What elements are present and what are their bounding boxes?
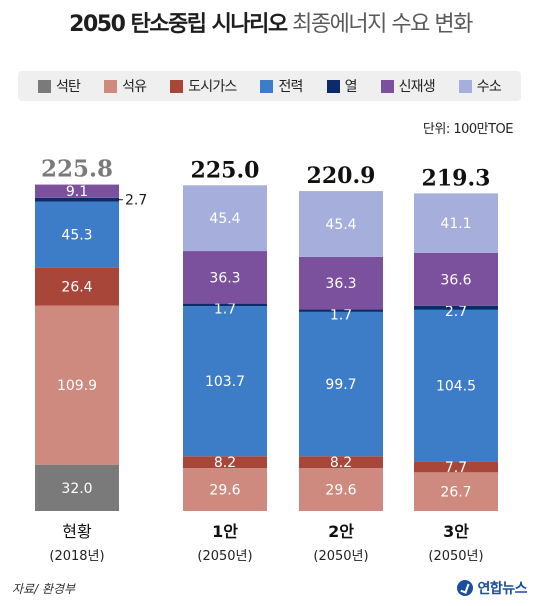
legend-label: 수소 — [476, 79, 502, 95]
bar-segment — [35, 197, 119, 202]
bar-segment — [414, 305, 498, 310]
data-label: 2.7 — [125, 193, 147, 209]
bar-segment — [183, 306, 267, 457]
legend-swatch — [260, 79, 274, 93]
legend-label: 석탄 — [55, 79, 81, 95]
bar-stack: 26.7 7.7 104.5 2.7 36.6 41.1 — [414, 193, 498, 511]
legend-swatch — [458, 79, 472, 93]
legend-swatch — [380, 79, 394, 93]
category-label: 3안 — [443, 522, 469, 541]
bar-segment — [299, 256, 383, 310]
category-label: 1안 — [212, 522, 238, 541]
bar-segment — [414, 309, 498, 462]
data-label: 41.1 — [440, 216, 471, 232]
total-label: 220.9 — [307, 163, 376, 189]
data-label: 103.7 — [205, 374, 245, 390]
data-label: 29.6 — [325, 483, 356, 499]
legend-item: 석유 — [104, 76, 147, 96]
bar-segment — [35, 184, 119, 198]
bar-segment — [35, 201, 119, 268]
legend-item: 수소 — [458, 76, 502, 96]
unit-label: 단위: 100만TOE — [422, 122, 514, 137]
bar-segment — [299, 191, 383, 257]
legend-item: 신재생 — [380, 76, 436, 96]
legend-swatch — [326, 79, 340, 93]
legend-label: 열 — [344, 79, 358, 95]
data-label: 36.6 — [440, 272, 471, 288]
title-sub: 최종에너지 수요 변화 — [292, 12, 473, 37]
bar-segment — [183, 468, 267, 511]
legend-label: 신재생 — [398, 79, 436, 95]
bar-segment — [414, 472, 498, 511]
category-sublabel: (2050년) — [428, 549, 483, 564]
bar-segment — [183, 303, 267, 307]
bar-segment — [299, 468, 383, 511]
bar-segment — [35, 267, 119, 306]
data-label: 29.6 — [209, 483, 240, 499]
data-label: 26.7 — [440, 485, 471, 501]
data-label: 99.7 — [325, 377, 356, 393]
data-label: 8.2 — [214, 455, 236, 471]
bar-stack: 32.0 109.9 26.4 45.3 2.7 9.1 — [35, 184, 147, 511]
legend-swatch — [37, 79, 51, 93]
bar-segment — [299, 456, 383, 469]
bar-stack: 29.6 8.2 103.7 1.7 36.3 45.4 — [183, 185, 267, 511]
data-label: 1.7 — [330, 307, 352, 323]
data-label: 36.3 — [209, 270, 240, 286]
bar-segment — [299, 309, 383, 312]
data-label: 109.9 — [57, 378, 97, 394]
data-label: 8.2 — [330, 455, 352, 471]
legend-label: 전력 — [278, 79, 303, 95]
category-label: 현황 — [62, 522, 92, 541]
data-label: 9.1 — [66, 184, 88, 200]
category-sublabel: (2050년) — [197, 549, 252, 564]
total-label: 219.3 — [422, 165, 491, 191]
legend-label: 도시가스 — [188, 79, 237, 95]
bar-segment — [414, 252, 498, 306]
legend-item: 전력 — [260, 76, 303, 96]
category-label: 2안 — [328, 522, 354, 541]
legend-swatch — [104, 79, 118, 93]
bar-segment — [183, 251, 267, 304]
chart-title: 2050 탄소중립 시나리오 최종에너지 수요 변화 — [0, 6, 541, 38]
yonhap-logo-icon — [457, 580, 474, 596]
bar-segment — [35, 464, 119, 511]
data-label: 7.7 — [445, 460, 467, 476]
logo-text: 연합뉴스 — [477, 581, 527, 597]
bar-segment — [414, 461, 498, 473]
data-label: 1.7 — [214, 302, 236, 318]
legend-label: 석유 — [122, 79, 147, 95]
legend-item: 열 — [326, 76, 358, 96]
data-label: 104.5 — [436, 379, 476, 395]
yonhap-logo: 연합뉴스 — [457, 578, 527, 598]
total-label: 225.8 — [41, 156, 113, 183]
data-label: 2.7 — [445, 304, 467, 320]
legend: 석탄 석유 도시가스 전력 열 신재생 수소 — [18, 71, 521, 101]
total-label: 225.0 — [191, 157, 260, 183]
legend-swatch — [170, 79, 184, 93]
category-sublabel: (2050년) — [313, 549, 368, 564]
data-label: 36.3 — [325, 276, 356, 292]
bar-segment — [35, 305, 119, 465]
bar-segment — [183, 185, 267, 252]
bar-segment — [414, 193, 498, 253]
bar-segment — [183, 456, 267, 469]
category-sublabel: (2018년) — [49, 549, 104, 564]
bar-segment — [299, 311, 383, 457]
data-label: 26.4 — [61, 279, 92, 295]
data-label: 45.3 — [61, 227, 92, 243]
bar-stack: 29.6 8.2 99.7 1.7 36.3 45.4 — [299, 191, 383, 511]
data-label: 32.0 — [61, 481, 92, 497]
title-main: 2050 탄소중립 시나리오 — [69, 12, 288, 37]
legend-item: 석탄 — [37, 76, 81, 96]
data-label: 45.4 — [209, 211, 240, 227]
source-note: 자료/ 환경부 — [12, 582, 76, 596]
data-label: 45.4 — [325, 217, 356, 233]
legend-item: 도시가스 — [170, 76, 237, 96]
